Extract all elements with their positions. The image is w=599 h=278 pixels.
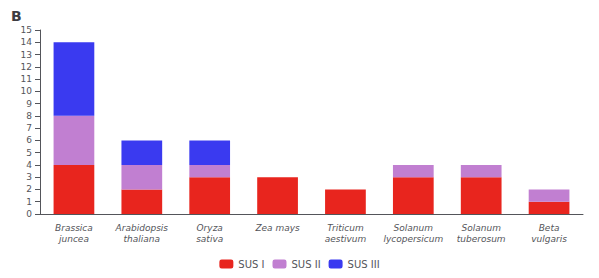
svg-text:15: 15 — [21, 25, 32, 35]
svg-text:SUS II: SUS II — [292, 259, 321, 270]
svg-text:8: 8 — [26, 111, 32, 121]
svg-text:14: 14 — [21, 37, 33, 47]
svg-text:3: 3 — [26, 172, 32, 182]
svg-text:tuberosum: tuberosum — [457, 234, 506, 244]
svg-text:9: 9 — [26, 99, 32, 109]
svg-text:lycopersicum: lycopersicum — [383, 234, 443, 244]
svg-text:Solanum: Solanum — [394, 223, 434, 233]
svg-text:SUS I: SUS I — [238, 259, 264, 270]
svg-text:7: 7 — [26, 123, 32, 133]
svg-text:11: 11 — [21, 74, 32, 84]
svg-text:Oryza: Oryza — [197, 223, 223, 233]
svg-text:Triticum: Triticum — [327, 223, 364, 233]
svg-text:thaliana: thaliana — [124, 234, 160, 244]
svg-text:Arabidopsis: Arabidopsis — [115, 223, 169, 233]
svg-text:vulgaris: vulgaris — [531, 234, 567, 244]
svg-text:aestivum: aestivum — [325, 234, 367, 244]
svg-text:Brassica: Brassica — [55, 223, 93, 233]
svg-text:4: 4 — [26, 160, 32, 170]
svg-text:sativa: sativa — [196, 234, 223, 244]
svg-text:Zea mays: Zea mays — [254, 223, 300, 233]
svg-text:13: 13 — [21, 50, 32, 60]
svg-text:juncea: juncea — [57, 234, 89, 244]
svg-text:12: 12 — [21, 62, 32, 72]
svg-text:B: B — [11, 8, 22, 24]
svg-text:Solanum: Solanum — [461, 223, 501, 233]
svg-text:0: 0 — [26, 209, 32, 219]
svg-text:10: 10 — [21, 86, 33, 96]
svg-text:1: 1 — [26, 197, 32, 207]
svg-text:6: 6 — [26, 135, 32, 145]
svg-text:SUS III: SUS III — [348, 259, 380, 270]
svg-text:Beta: Beta — [539, 223, 560, 233]
svg-text:5: 5 — [26, 148, 32, 158]
svg-text:2: 2 — [26, 184, 32, 194]
